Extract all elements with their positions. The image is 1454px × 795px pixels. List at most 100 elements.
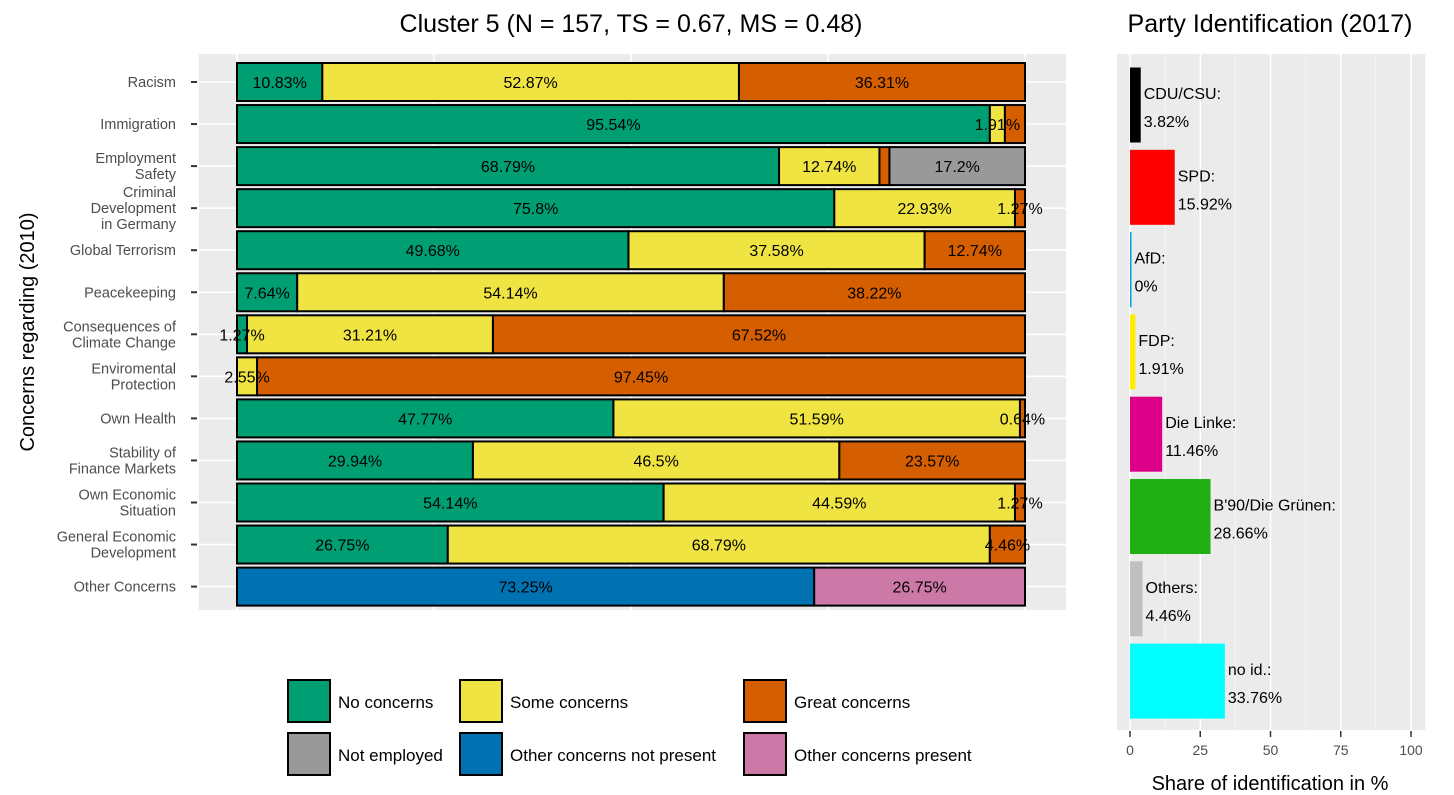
party-x-axis-title: Share of identification in % xyxy=(1152,773,1389,795)
party-value-label-others: 4.46% xyxy=(1146,608,1191,625)
bar-racism-some-concerns xyxy=(321,62,740,102)
legend-swatch-not-employed xyxy=(287,732,331,776)
bar-label-own-health-great-concerns: 0.64% xyxy=(1000,411,1045,428)
bar-general-economic-development-great-concerns xyxy=(988,524,1027,565)
bar-criminal-development-in-germany-some-concerns xyxy=(833,188,1016,229)
concerns-bar-labels: 10.83% 52.87% 36.31% 95.54% 1.91% 68.79% 12.74… xyxy=(219,75,1045,597)
party-x-axis: 0 25 50 75 100 xyxy=(1126,731,1423,758)
bar-stability-of-finance-markets-great-concerns xyxy=(838,440,1027,481)
category-label-criminal-development-in-germany: Criminal Development in Germany xyxy=(91,185,177,233)
legend-label-not-employed: Not employed xyxy=(338,746,443,765)
bar-label-general-economic-development-no-concerns: 26.75% xyxy=(315,538,369,555)
party-bar-spd xyxy=(1130,149,1175,225)
bar-label-employment-safety-not-employed: 17.2% xyxy=(935,159,980,176)
bar-general-economic-development-some-concerns xyxy=(446,524,991,565)
party-bar-cdu-csu xyxy=(1130,67,1141,143)
party-value-label-die-linke: 11.46% xyxy=(1165,443,1218,460)
party-x-tick-label: 25 xyxy=(1192,742,1208,758)
party-value-label-afd: 0% xyxy=(1135,279,1158,296)
bar-label-racism-some-concerns: 52.87% xyxy=(504,75,558,92)
bar-label-immigration-some-concerns: 1.91% xyxy=(975,117,1020,134)
party-x-tick-label: 50 xyxy=(1263,742,1279,758)
bar-label-peacekeeping-no-concerns: 7.64% xyxy=(244,285,289,302)
bar-label-stability-of-finance-markets-some-concerns: 46.5% xyxy=(633,453,678,470)
bar-own-economic-situation-no-concerns xyxy=(236,482,665,523)
bar-global-terrorism-great-concerns xyxy=(923,230,1027,271)
bar-label-other-concerns-other-concerns-present: 26.75% xyxy=(892,580,946,597)
bar-label-own-economic-situation-no-concerns: 54.14% xyxy=(423,496,477,513)
legend-label-other-concerns-present: Other concerns present xyxy=(794,746,972,765)
bar-global-terrorism-some-concerns xyxy=(627,230,926,271)
legend-swatch-other-concerns-not-present xyxy=(459,732,503,776)
category-label-other-concerns: Other Concerns xyxy=(74,580,176,596)
bar-label-peacekeeping-some-concerns: 54.14% xyxy=(483,285,537,302)
bar-label-general-economic-development-some-concerns: 68.79% xyxy=(692,538,746,555)
bar-consequences-of-climate-change-great-concerns xyxy=(491,314,1027,355)
bar-label-own-economic-situation-some-concerns: 44.59% xyxy=(812,496,866,513)
category-label-stability-of-finance-markets: Stability of Finance Markets xyxy=(69,445,177,477)
bar-criminal-development-in-germany-great-concerns xyxy=(1013,188,1026,229)
bar-global-terrorism-no-concerns xyxy=(236,230,630,271)
party-name-label-fdp: FDP: xyxy=(1138,333,1174,350)
concerns-bars xyxy=(236,62,1027,607)
party-name-label-spd: SPD: xyxy=(1178,168,1215,185)
bar-label-racism-no-concerns: 10.83% xyxy=(253,75,307,92)
legend-swatch-no-concerns xyxy=(287,679,331,723)
bar-label-own-economic-situation-great-concerns: 1.27% xyxy=(997,496,1042,513)
party-name-label-cdu-csu: CDU/CSU: xyxy=(1144,86,1221,103)
party-name-label-die-linke: Die Linke: xyxy=(1165,415,1236,432)
category-label-general-economic-development: General Economic Development xyxy=(57,530,176,562)
party-value-label-fdp: 1.91% xyxy=(1138,361,1183,378)
category-label-own-economic-situation: Own Economic Situation xyxy=(78,488,176,520)
bar-employment-safety-some-concerns xyxy=(778,146,881,187)
bar-label-consequences-of-climate-change-some-concerns: 31.21% xyxy=(343,327,397,344)
bar-employment-safety-not-employed xyxy=(888,146,1026,187)
bar-label-global-terrorism-some-concerns: 37.58% xyxy=(749,243,803,260)
bar-label-enviromental-protection-some-concerns: 2.55% xyxy=(224,369,269,386)
bar-label-peacekeeping-great-concerns: 38.22% xyxy=(847,285,901,302)
bar-racism-no-concerns xyxy=(236,62,324,102)
party-name-label-others: Others: xyxy=(1146,580,1198,597)
party-value-label-cdu-csu: 3.82% xyxy=(1144,114,1189,131)
party-x-tick-label: 0 xyxy=(1126,742,1134,758)
category-label-employment-safety: Employment Safety xyxy=(95,151,176,183)
bar-label-criminal-development-in-germany-some-concerns: 22.93% xyxy=(898,201,952,218)
party-bars xyxy=(1130,67,1225,719)
legend-swatch-other-concerns-present xyxy=(743,732,787,776)
bar-label-general-economic-development-great-concerns: 4.46% xyxy=(985,538,1030,555)
concerns-category-ticks xyxy=(191,81,197,588)
bar-label-immigration-no-concerns: 95.54% xyxy=(586,117,640,134)
bar-peacekeeping-no-concerns xyxy=(236,272,299,313)
party-chart: Party Identification (2017) CDU/CSU: 3.82… xyxy=(1117,10,1425,795)
bar-label-stability-of-finance-markets-no-concerns: 29.94% xyxy=(328,453,382,470)
bar-label-global-terrorism-great-concerns: 12.74% xyxy=(948,243,1002,260)
bar-label-criminal-development-in-germany-great-concerns: 1.27% xyxy=(997,201,1042,218)
party-bar-labels: CDU/CSU: 3.82% SPD: 15.92% AfD: 0% FDP: 1.91% Di… xyxy=(1135,86,1336,707)
bar-label-other-concerns-other-concerns-not-present: 73.25% xyxy=(498,580,552,597)
bar-label-consequences-of-climate-change-no-concerns: 1.27% xyxy=(219,327,264,344)
bar-racism-great-concerns xyxy=(737,62,1026,102)
party-value-label-spd: 15.92% xyxy=(1178,196,1232,213)
bar-stability-of-finance-markets-no-concerns xyxy=(236,440,474,481)
party-bar-die-linke xyxy=(1130,396,1163,472)
bar-label-stability-of-finance-markets-great-concerns: 23.57% xyxy=(905,453,959,470)
bar-own-health-great-concerns xyxy=(1018,398,1026,439)
legend-label-some-concerns: Some concerns xyxy=(510,693,628,712)
concerns-category-labels: Racism Immigration Employment SafetyCrimina… xyxy=(57,75,177,596)
party-x-tick-label: 100 xyxy=(1399,742,1423,758)
legend-label-other-concerns-not-present: Other concerns not present xyxy=(510,746,716,765)
party-bar-fdp xyxy=(1130,314,1136,390)
party-x-tick-label: 75 xyxy=(1333,742,1349,758)
category-label-enviromental-protection: Enviromental Protection xyxy=(91,361,176,393)
bar-employment-safety-no-concerns xyxy=(236,146,781,187)
bar-label-enviromental-protection-great-concerns: 97.45% xyxy=(614,369,668,386)
legend-swatch-great-concerns xyxy=(743,679,787,723)
bar-own-economic-situation-great-concerns xyxy=(1013,482,1026,523)
bar-immigration-great-concerns xyxy=(1003,104,1027,145)
concerns-chart-title: Cluster 5 (N = 157, TS = 0.67, MS = 0.48… xyxy=(400,10,863,38)
bar-label-consequences-of-climate-change-great-concerns: 67.52% xyxy=(732,327,786,344)
category-label-global-terrorism: Global Terrorism xyxy=(70,243,176,259)
bar-employment-safety-great-concerns xyxy=(878,146,891,187)
bar-peacekeeping-great-concerns xyxy=(722,272,1027,313)
